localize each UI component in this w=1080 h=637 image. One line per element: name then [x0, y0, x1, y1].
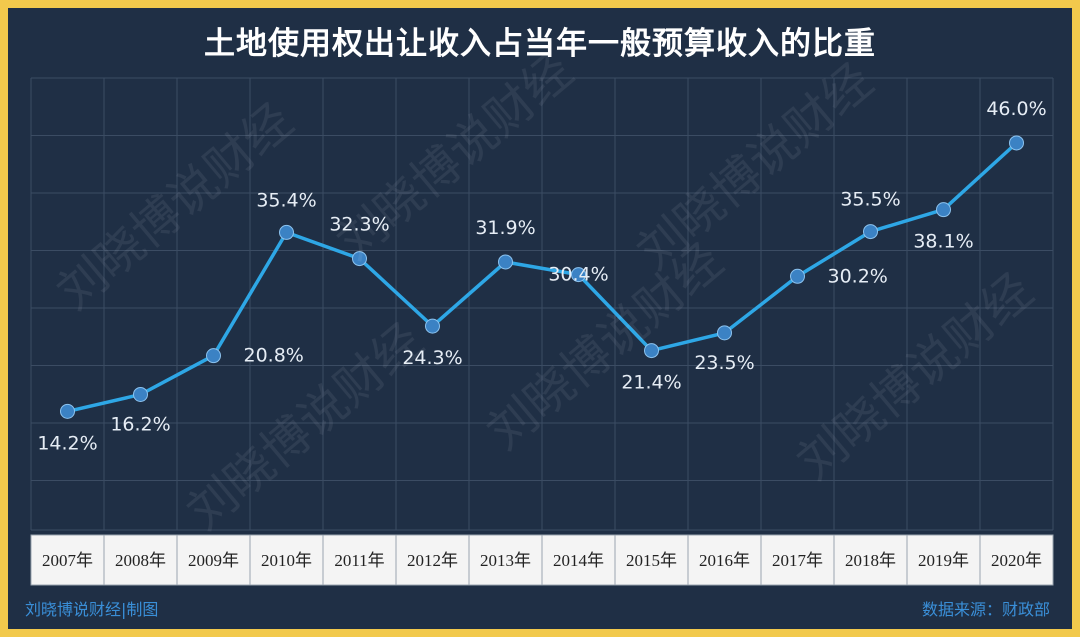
- data-point: [717, 325, 732, 341]
- x-tick-label: 2019年: [918, 551, 969, 570]
- x-tick-label: 2016年: [699, 551, 750, 570]
- data-label: 46.0%: [986, 98, 1046, 120]
- data-label: 32.3%: [329, 214, 389, 236]
- data-point: [644, 343, 659, 359]
- chart-title: 土地使用权出让收入占当年一般预算收入的比重: [204, 26, 876, 62]
- data-point: [425, 318, 440, 334]
- source-text: 数据来源：财政部: [921, 600, 1050, 619]
- data-point: [279, 224, 294, 240]
- data-point: [1009, 135, 1024, 151]
- x-tick-label: 2015年: [626, 551, 677, 570]
- x-tick-label: 2020年: [991, 551, 1042, 570]
- data-label: 24.3%: [402, 347, 462, 369]
- x-tick-label: 2014年: [553, 551, 604, 570]
- line-chart: 2007年 2008年 2009年 2010年 2011年 2012年 2013年 2014年…: [30, 77, 1054, 586]
- data-label: 14.2%: [37, 432, 97, 454]
- x-tick-label: 2011年: [334, 551, 384, 570]
- data-point: [498, 254, 513, 270]
- data-label: 30.2%: [828, 265, 888, 287]
- data-label: 21.4%: [621, 372, 681, 394]
- data-label: 35.5%: [840, 189, 900, 211]
- data-label: 31.9%: [475, 217, 535, 239]
- data-label: 38.1%: [913, 231, 973, 253]
- data-label: 16.2%: [110, 413, 170, 435]
- data-point: [571, 267, 586, 283]
- chart-frame: 2007年 2008年 2009年 2010年 2011年 2012年 2013年 2014年…: [8, 8, 1072, 629]
- data-label: 23.5%: [694, 352, 754, 374]
- credit-text: 刘晓博说财经|制图: [25, 600, 159, 619]
- data-point: [352, 251, 367, 267]
- data-point: [863, 224, 878, 240]
- x-tick-label: 2018年: [845, 551, 896, 570]
- data-point: [133, 386, 148, 402]
- x-tick-label: 2010年: [261, 551, 312, 570]
- x-tick-label: 2012年: [407, 551, 458, 570]
- series-line: [67, 141, 1018, 414]
- data-point: [60, 403, 75, 419]
- x-tick-label: 2013年: [480, 551, 531, 570]
- x-tick-label: 2007年: [42, 551, 93, 570]
- data-label: 20.8%: [244, 345, 304, 367]
- data-point: [790, 268, 805, 284]
- x-tick-label: 2008年: [115, 551, 166, 570]
- x-tick-label: 2017年: [772, 551, 823, 570]
- data-point: [206, 348, 221, 364]
- data-point: [936, 202, 951, 218]
- x-tick-label: 2009年: [188, 551, 239, 570]
- data-label: 30.4%: [548, 264, 608, 286]
- data-label: 35.4%: [256, 189, 316, 211]
